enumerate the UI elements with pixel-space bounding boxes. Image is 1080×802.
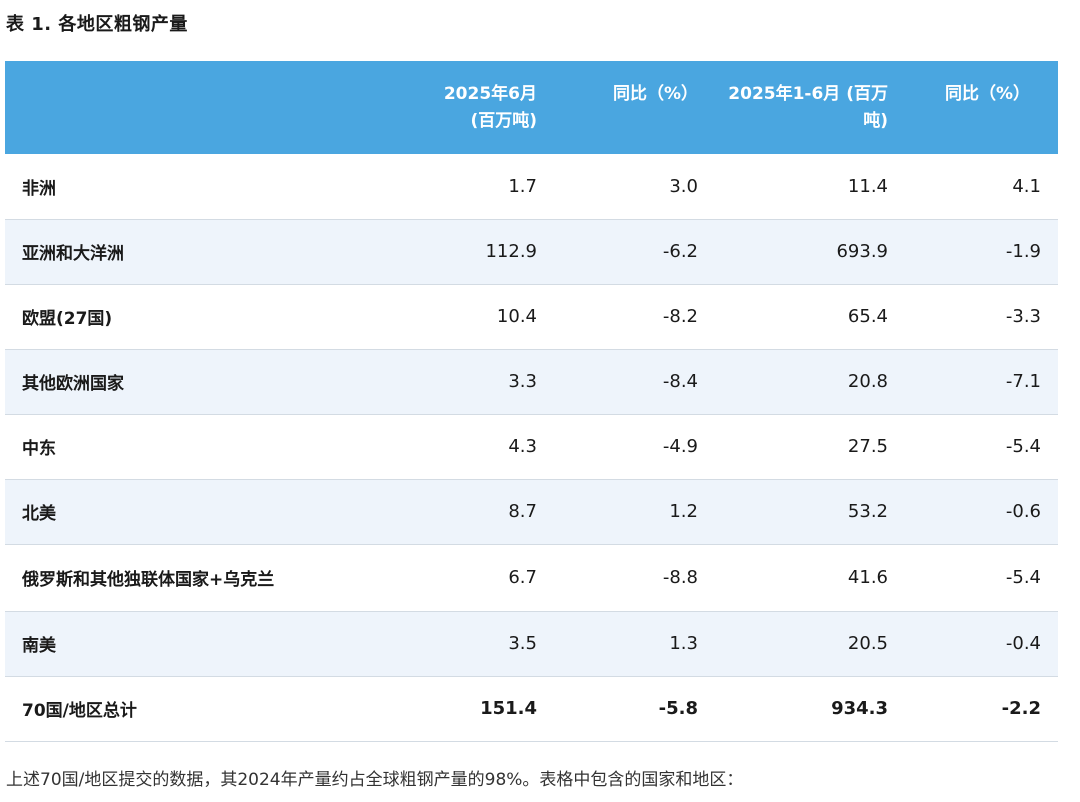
ytd-production: 11.4: [847, 175, 888, 197]
june-production: 1.7: [508, 175, 537, 197]
june-yoy: 1.3: [669, 633, 698, 654]
table-row: 欧盟(27国) 10.4 -8.2 65.4 -3.3: [5, 284, 1058, 349]
june-production: 10.4: [496, 306, 537, 327]
header-ytd-yoy: 同比（%）: [944, 84, 1030, 104]
table-row: 非洲 1.7 3.0 11.4 4.1: [5, 154, 1058, 219]
ytd-yoy: 4.1: [1012, 175, 1041, 197]
region-name: 北美: [22, 504, 56, 524]
header-region: [5, 61, 381, 154]
region-name: 俄罗斯和其他独联体国家+乌克兰: [22, 570, 275, 590]
ytd-production: 20.8: [847, 371, 888, 392]
june-yoy: -8.8: [662, 567, 698, 588]
table-total-row: 70国/地区总计 151.4 -5.8 934.3 -2.2: [5, 676, 1058, 741]
region-name: 南美: [22, 636, 56, 656]
ytd-yoy: -5.4: [1005, 436, 1041, 457]
ytd-yoy: -0.6: [1005, 501, 1041, 522]
region-name: 其他欧洲国家: [22, 374, 124, 394]
header-june-production: 2025年6月 (百万吨): [443, 84, 537, 131]
table-row: 北美 8.7 1.2 53.2 -0.6: [5, 479, 1058, 544]
steel-production-table: 2025年6月 (百万吨) 同比（%） 2025年1-6月 (百万吨) 同比（%…: [5, 61, 1058, 742]
ytd-production: 65.4: [847, 306, 888, 327]
total-june-yoy: -5.8: [658, 698, 698, 719]
june-production: 3.5: [508, 633, 537, 654]
region-name: 亚洲和大洋洲: [22, 244, 124, 264]
june-production: 6.7: [508, 567, 537, 588]
june-yoy: -4.9: [662, 436, 698, 457]
june-yoy: 3.0: [669, 175, 698, 197]
table-row: 亚洲和大洋洲 112.9 -6.2 693.9 -1.9: [5, 219, 1058, 284]
table-row: 其他欧洲国家 3.3 -8.4 20.8 -7.1: [5, 349, 1058, 414]
june-production: 8.7: [508, 501, 537, 522]
june-production: 112.9: [485, 241, 537, 262]
footnote: 上述70国/地区提交的数据，其2024年产量约占全球粗钢产量的98%。表格中包含…: [6, 770, 744, 790]
region-name: 欧盟(27国): [22, 309, 113, 329]
table-row: 南美 3.5 1.3 20.5 -0.4: [5, 611, 1058, 676]
region-name: 中东: [22, 439, 56, 459]
header-june-yoy: 同比（%）: [612, 84, 698, 104]
table-header-row: 2025年6月 (百万吨) 同比（%） 2025年1-6月 (百万吨) 同比（%…: [5, 61, 1058, 154]
ytd-yoy: -5.4: [1005, 567, 1041, 588]
total-ytd-yoy: -2.2: [1001, 698, 1041, 719]
total-ytd-production: 934.3: [831, 698, 888, 719]
june-yoy: -8.2: [662, 306, 698, 327]
june-yoy: -8.4: [662, 371, 698, 392]
table-row: 俄罗斯和其他独联体国家+乌克兰 6.7 -8.8 41.6 -5.4: [5, 544, 1058, 611]
region-name: 非洲: [22, 178, 56, 199]
ytd-production: 20.5: [847, 633, 888, 654]
ytd-production: 41.6: [847, 567, 888, 588]
total-label: 70国/地区总计: [22, 701, 137, 721]
total-june-production: 151.4: [480, 698, 537, 719]
table-row: 中东 4.3 -4.9 27.5 -5.4: [5, 414, 1058, 479]
june-production: 4.3: [508, 436, 537, 457]
ytd-yoy: -3.3: [1005, 306, 1041, 327]
ytd-production: 693.9: [836, 241, 888, 262]
ytd-yoy: -1.9: [1005, 241, 1041, 262]
ytd-production: 27.5: [847, 436, 888, 457]
ytd-yoy: -0.4: [1005, 633, 1041, 654]
june-yoy: -6.2: [662, 241, 698, 262]
june-yoy: 1.2: [669, 501, 698, 522]
header-ytd-production: 2025年1-6月 (百万吨): [728, 84, 888, 131]
june-production: 3.3: [508, 371, 537, 392]
table-title: 表 1. 各地区粗钢产量: [6, 14, 188, 35]
ytd-production: 53.2: [847, 501, 888, 522]
ytd-yoy: -7.1: [1005, 371, 1041, 392]
